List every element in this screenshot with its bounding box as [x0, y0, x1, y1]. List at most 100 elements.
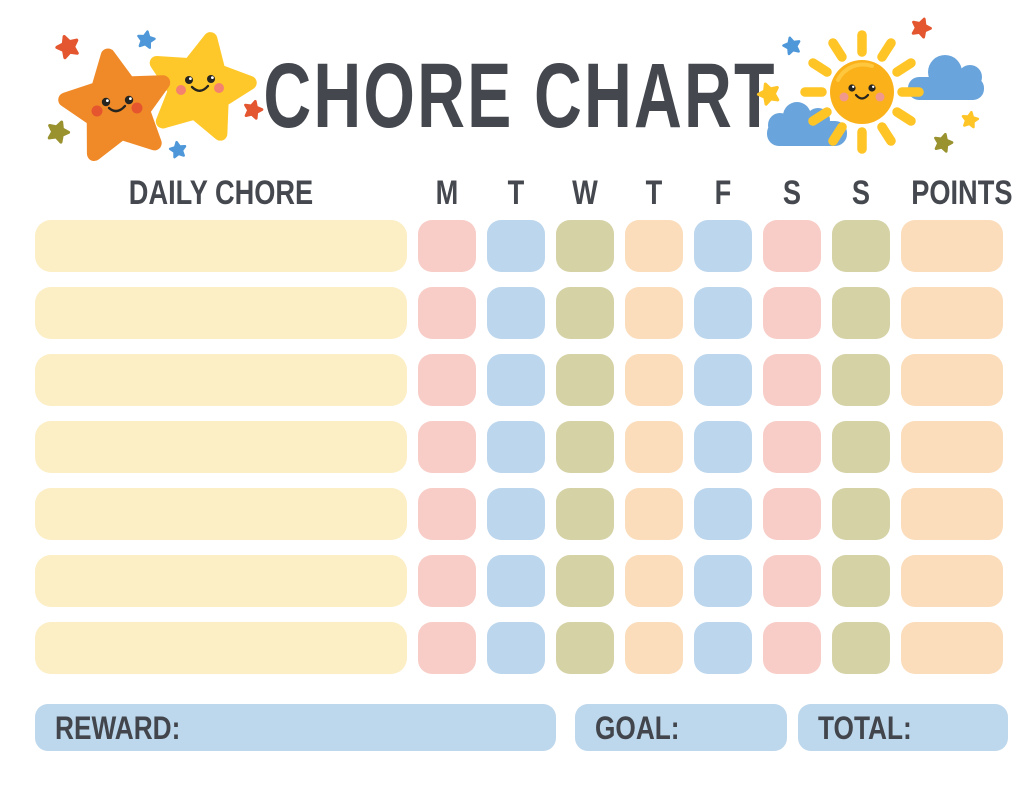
day-header-6: S — [782, 174, 802, 212]
points-value-row4[interactable] — [901, 421, 1003, 473]
day-checkbox-row3-col1[interactable] — [418, 354, 476, 406]
mini-star-icon — [756, 81, 781, 106]
day-checkbox-row6-col7[interactable] — [832, 555, 890, 607]
footer: REWARD: GOAL: TOTAL: — [35, 704, 1008, 751]
daily-chore-header: DAILY CHORE — [128, 174, 314, 212]
chore-name-field-row7[interactable] — [35, 622, 407, 674]
mini-star-icon — [169, 141, 186, 158]
day-checkbox-row2-col5[interactable] — [694, 287, 752, 339]
day-checkbox-row4-col2[interactable] — [487, 421, 545, 473]
points-value-row6[interactable] — [901, 555, 1003, 607]
points-header: POINTS — [911, 174, 1013, 212]
mini-star-icon — [933, 132, 954, 152]
day-checkbox-row7-col3[interactable] — [556, 622, 614, 674]
day-checkbox-row6-col6[interactable] — [763, 555, 821, 607]
day-header-4: T — [645, 174, 663, 212]
day-checkbox-row7-col2[interactable] — [487, 622, 545, 674]
goal-label: GOAL: — [595, 709, 680, 746]
day-checkbox-row7-col1[interactable] — [418, 622, 476, 674]
table-body — [35, 220, 1003, 674]
points-value-row3[interactable] — [901, 354, 1003, 406]
mini-star-icon — [910, 16, 933, 38]
points-value-row7[interactable] — [901, 622, 1003, 674]
reward-label: REWARD: — [55, 709, 181, 746]
day-checkbox-row1-col5[interactable] — [694, 220, 752, 272]
points-value-row1[interactable] — [901, 220, 1003, 272]
day-checkbox-row1-col7[interactable] — [832, 220, 890, 272]
total-field[interactable]: TOTAL: — [798, 704, 1008, 751]
chore-name-field-row5[interactable] — [35, 488, 407, 540]
day-checkbox-row2-col1[interactable] — [418, 287, 476, 339]
day-checkbox-row5-col1[interactable] — [418, 488, 476, 540]
page-title: CHORE CHART — [263, 45, 777, 147]
day-checkbox-row1-col3[interactable] — [556, 220, 614, 272]
day-checkbox-row4-col6[interactable] — [763, 421, 821, 473]
day-checkbox-row3-col4[interactable] — [625, 354, 683, 406]
day-checkbox-row4-col1[interactable] — [418, 421, 476, 473]
chore-name-field-row3[interactable] — [35, 354, 407, 406]
points-value-row5[interactable] — [901, 488, 1003, 540]
chore-table: DAILY CHORE M T W T F S S POINTS — [35, 174, 1013, 674]
day-checkbox-row5-col5[interactable] — [694, 488, 752, 540]
cloud-icon — [908, 55, 984, 100]
day-checkbox-row1-col2[interactable] — [487, 220, 545, 272]
day-checkbox-row2-col3[interactable] — [556, 287, 614, 339]
day-checkbox-row3-col3[interactable] — [556, 354, 614, 406]
stars-decoration — [30, 10, 285, 173]
day-checkbox-row6-col2[interactable] — [487, 555, 545, 607]
day-checkbox-row4-col7[interactable] — [832, 421, 890, 473]
mini-star-icon — [782, 36, 802, 55]
day-checkbox-row4-col4[interactable] — [625, 421, 683, 473]
mini-star-icon — [961, 111, 978, 128]
day-checkbox-row6-col5[interactable] — [694, 555, 752, 607]
sun-clouds-icon — [755, 4, 984, 166]
day-checkbox-row3-col6[interactable] — [763, 354, 821, 406]
day-header-3: W — [572, 174, 598, 212]
day-checkbox-row7-col5[interactable] — [694, 622, 752, 674]
day-checkbox-row7-col6[interactable] — [763, 622, 821, 674]
day-checkbox-row3-col5[interactable] — [694, 354, 752, 406]
day-checkbox-row4-col3[interactable] — [556, 421, 614, 473]
day-checkbox-row3-col7[interactable] — [832, 354, 890, 406]
yellow-star-icon — [145, 29, 257, 137]
day-checkbox-row5-col2[interactable] — [487, 488, 545, 540]
day-checkbox-row3-col2[interactable] — [487, 354, 545, 406]
day-checkbox-row2-col4[interactable] — [625, 287, 683, 339]
orange-star-icon — [59, 47, 173, 157]
sun-icon — [830, 60, 894, 124]
day-checkbox-row7-col7[interactable] — [832, 622, 890, 674]
reward-field[interactable]: REWARD: — [35, 704, 556, 751]
chore-name-field-row4[interactable] — [35, 421, 407, 473]
day-checkbox-row6-col3[interactable] — [556, 555, 614, 607]
chore-name-field-row2[interactable] — [35, 287, 407, 339]
day-checkbox-row5-col3[interactable] — [556, 488, 614, 540]
mini-star-icon — [137, 30, 156, 48]
goal-field[interactable]: GOAL: — [575, 704, 787, 751]
day-header-7: S — [851, 174, 871, 212]
day-checkbox-row1-col4[interactable] — [625, 220, 683, 272]
day-checkbox-row1-col6[interactable] — [763, 220, 821, 272]
day-checkbox-row2-col7[interactable] — [832, 287, 890, 339]
day-header-2: T — [507, 174, 525, 212]
points-value-row2[interactable] — [901, 287, 1003, 339]
day-checkbox-row6-col4[interactable] — [625, 555, 683, 607]
sun-rays-icon — [800, 30, 924, 154]
day-checkbox-row5-col7[interactable] — [832, 488, 890, 540]
mini-star-icon — [243, 99, 264, 119]
chore-name-field-row6[interactable] — [35, 555, 407, 607]
day-header-1: M — [435, 174, 459, 212]
day-checkbox-row2-col6[interactable] — [763, 287, 821, 339]
twin-stars-icon — [30, 10, 285, 168]
day-checkbox-row1-col1[interactable] — [418, 220, 476, 272]
day-header-5: F — [714, 174, 732, 212]
day-checkbox-row2-col2[interactable] — [487, 287, 545, 339]
day-checkbox-row5-col4[interactable] — [625, 488, 683, 540]
mini-star-icon — [54, 33, 80, 59]
day-checkbox-row5-col6[interactable] — [763, 488, 821, 540]
day-checkbox-row4-col5[interactable] — [694, 421, 752, 473]
day-checkbox-row7-col4[interactable] — [625, 622, 683, 674]
total-label: TOTAL: — [818, 709, 912, 746]
day-checkbox-row6-col1[interactable] — [418, 555, 476, 607]
chore-name-field-row1[interactable] — [35, 220, 407, 272]
